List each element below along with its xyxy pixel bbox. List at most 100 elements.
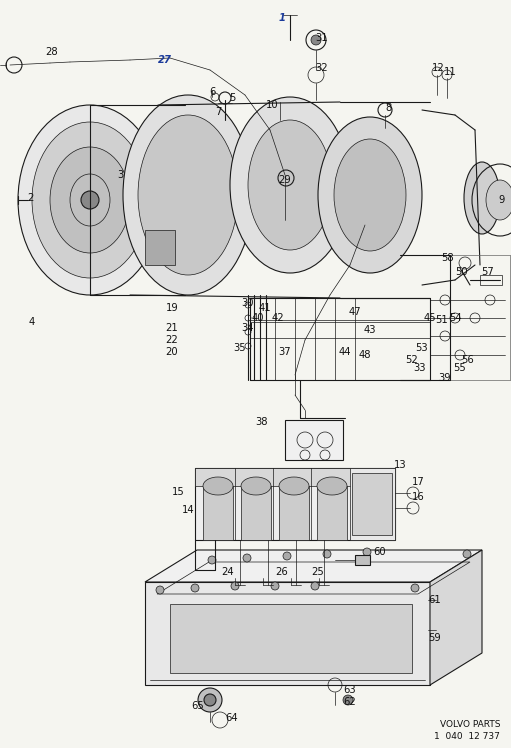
Text: 42: 42 bbox=[272, 313, 284, 323]
Text: 1  040  12 737: 1 040 12 737 bbox=[434, 732, 500, 741]
Text: 64: 64 bbox=[226, 713, 238, 723]
Text: 50: 50 bbox=[456, 267, 468, 277]
Bar bbox=[285, 420, 343, 460]
Circle shape bbox=[411, 584, 419, 592]
Text: 4: 4 bbox=[29, 317, 35, 327]
Polygon shape bbox=[430, 550, 482, 685]
Circle shape bbox=[245, 329, 251, 335]
Text: 44: 44 bbox=[339, 347, 351, 357]
Text: 61: 61 bbox=[429, 595, 442, 605]
Ellipse shape bbox=[32, 122, 148, 278]
Circle shape bbox=[245, 315, 251, 321]
Text: 9: 9 bbox=[499, 195, 505, 205]
Ellipse shape bbox=[318, 117, 422, 273]
Text: 20: 20 bbox=[166, 347, 178, 357]
Text: 55: 55 bbox=[454, 363, 467, 373]
Text: 3: 3 bbox=[117, 170, 123, 180]
Text: 63: 63 bbox=[344, 685, 356, 695]
Text: 16: 16 bbox=[412, 492, 424, 502]
Bar bbox=[355, 555, 370, 565]
Circle shape bbox=[191, 584, 199, 592]
Text: 1: 1 bbox=[278, 13, 286, 23]
Text: 57: 57 bbox=[482, 267, 494, 277]
Polygon shape bbox=[170, 604, 412, 673]
Ellipse shape bbox=[50, 147, 130, 253]
Circle shape bbox=[311, 35, 321, 45]
Circle shape bbox=[245, 302, 251, 308]
Text: 58: 58 bbox=[442, 253, 454, 263]
Text: 13: 13 bbox=[393, 460, 406, 470]
Ellipse shape bbox=[138, 115, 238, 275]
Ellipse shape bbox=[317, 477, 347, 495]
Text: 14: 14 bbox=[182, 505, 194, 515]
Text: 17: 17 bbox=[412, 477, 424, 487]
Bar bbox=[279, 486, 309, 540]
Text: 31: 31 bbox=[316, 33, 328, 43]
Text: 2: 2 bbox=[27, 193, 33, 203]
Circle shape bbox=[311, 582, 319, 590]
Bar bbox=[195, 468, 395, 540]
Text: 37: 37 bbox=[278, 347, 291, 357]
Text: 53: 53 bbox=[415, 343, 428, 353]
Circle shape bbox=[363, 548, 371, 556]
Text: 38: 38 bbox=[256, 417, 268, 427]
Text: 56: 56 bbox=[461, 355, 474, 365]
Ellipse shape bbox=[279, 477, 309, 495]
Circle shape bbox=[271, 582, 279, 590]
Ellipse shape bbox=[123, 95, 253, 295]
Text: 7: 7 bbox=[215, 107, 221, 117]
Ellipse shape bbox=[241, 477, 271, 495]
Text: 39: 39 bbox=[438, 373, 451, 383]
Circle shape bbox=[198, 688, 222, 712]
Text: 62: 62 bbox=[343, 697, 356, 707]
Ellipse shape bbox=[334, 139, 406, 251]
Text: 21: 21 bbox=[166, 323, 178, 333]
Text: 33: 33 bbox=[414, 363, 426, 373]
Text: 28: 28 bbox=[45, 47, 58, 57]
Text: 12: 12 bbox=[432, 63, 445, 73]
Circle shape bbox=[204, 694, 216, 706]
Text: 26: 26 bbox=[275, 567, 288, 577]
Circle shape bbox=[243, 554, 251, 562]
Bar bbox=[317, 486, 347, 540]
Circle shape bbox=[283, 552, 291, 560]
Text: 59: 59 bbox=[429, 633, 442, 643]
Text: 25: 25 bbox=[312, 567, 324, 577]
Bar bbox=[195, 468, 395, 486]
Text: 22: 22 bbox=[166, 335, 178, 345]
Ellipse shape bbox=[248, 120, 332, 250]
Text: 43: 43 bbox=[364, 325, 376, 335]
Bar bbox=[350, 468, 395, 540]
Text: 47: 47 bbox=[349, 307, 361, 317]
Bar bbox=[203, 486, 233, 540]
Ellipse shape bbox=[203, 477, 233, 495]
Text: 6: 6 bbox=[209, 87, 215, 97]
Text: 51: 51 bbox=[435, 315, 448, 325]
Text: 11: 11 bbox=[444, 67, 456, 77]
Text: 65: 65 bbox=[192, 701, 204, 711]
Ellipse shape bbox=[18, 105, 162, 295]
Polygon shape bbox=[145, 582, 430, 685]
Ellipse shape bbox=[486, 180, 511, 220]
Circle shape bbox=[323, 550, 331, 558]
Polygon shape bbox=[145, 230, 175, 265]
Text: 24: 24 bbox=[222, 567, 235, 577]
Text: 8: 8 bbox=[385, 103, 391, 113]
Text: 32: 32 bbox=[316, 63, 328, 73]
Text: 40: 40 bbox=[252, 313, 264, 323]
Text: 15: 15 bbox=[172, 487, 184, 497]
Circle shape bbox=[81, 191, 99, 209]
Text: 27: 27 bbox=[158, 55, 172, 65]
Circle shape bbox=[245, 343, 251, 349]
Text: 30: 30 bbox=[242, 298, 254, 308]
Text: 10: 10 bbox=[266, 100, 278, 110]
Text: 5: 5 bbox=[229, 93, 235, 103]
Ellipse shape bbox=[230, 97, 350, 273]
Text: 19: 19 bbox=[166, 303, 178, 313]
Bar bbox=[480, 275, 502, 285]
Circle shape bbox=[231, 582, 239, 590]
Polygon shape bbox=[145, 550, 482, 582]
Text: 29: 29 bbox=[278, 175, 291, 185]
Text: 45: 45 bbox=[424, 313, 436, 323]
Text: 60: 60 bbox=[374, 547, 386, 557]
